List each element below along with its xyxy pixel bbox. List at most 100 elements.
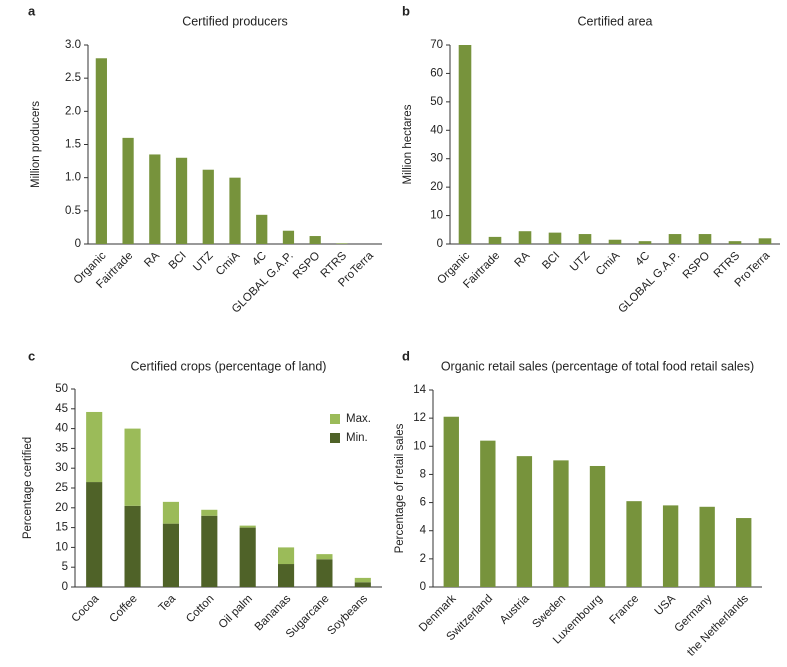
bar	[149, 154, 161, 244]
x-tick-label: RSPO	[681, 250, 713, 282]
y-tick-label: 15	[55, 522, 68, 534]
bar	[256, 214, 268, 244]
bar	[518, 231, 532, 244]
y-tick-label: 12	[413, 412, 426, 424]
y-tick-label: 20	[430, 181, 443, 193]
y-axis-label: Million producers	[30, 101, 42, 188]
bar	[553, 460, 569, 587]
bar	[336, 243, 348, 244]
bar-segment	[201, 515, 218, 587]
y-axis-label: Million hectares	[402, 104, 414, 184]
y-tick-label: 0.5	[65, 205, 81, 217]
x-tick-label: Cotton	[184, 593, 216, 625]
y-tick-label: 1.5	[65, 139, 81, 151]
bar	[229, 177, 241, 244]
x-tick-label: RA	[142, 250, 162, 270]
y-tick-label: 50	[430, 96, 443, 108]
bar-segment	[316, 554, 333, 560]
x-tick-label: Oil palm	[217, 593, 255, 631]
y-tick-label: 5	[62, 561, 68, 573]
x-tick-label: RSPO	[291, 250, 323, 282]
bar	[736, 518, 752, 587]
x-tick-label: RA	[512, 250, 532, 270]
bar	[626, 501, 642, 587]
x-tick-label: BCI	[540, 250, 562, 272]
legend-label: Min.	[346, 432, 368, 444]
y-tick-label: 2.5	[65, 72, 81, 84]
y-axis-label: Percentage of retail sales	[394, 423, 406, 553]
bar	[458, 45, 472, 244]
y-tick-label: 10	[413, 440, 426, 452]
y-tick-label: 60	[430, 67, 443, 79]
bar	[699, 506, 715, 587]
bar-segment	[86, 482, 103, 587]
chart-title: Certified area	[577, 14, 652, 28]
y-tick-label: 70	[430, 39, 443, 51]
bar	[668, 234, 682, 244]
bar	[516, 456, 533, 587]
y-tick-label: 0	[75, 238, 81, 250]
x-tick-label: CmiA	[594, 250, 623, 279]
y-tick-label: 40	[55, 423, 68, 435]
panel-letter: c	[28, 348, 35, 363]
bar-segment	[124, 505, 141, 587]
y-tick-label: 50	[55, 383, 68, 395]
bar	[698, 234, 712, 244]
legend-label: Max.	[346, 413, 371, 425]
panel-letter: d	[402, 348, 410, 363]
bar	[578, 234, 592, 244]
x-tick-label: Austria	[498, 592, 532, 626]
bar-segment	[124, 428, 141, 506]
bar	[95, 58, 107, 245]
bar-segment	[239, 525, 256, 528]
bar	[443, 416, 459, 587]
y-tick-label: 0	[420, 581, 426, 593]
bar	[309, 236, 321, 244]
bar	[282, 230, 295, 244]
bar	[548, 232, 562, 244]
chart-title: Certified producers	[182, 14, 288, 28]
x-tick-label: Cocoa	[69, 592, 101, 624]
bar	[758, 238, 772, 244]
bar-segment	[354, 577, 371, 583]
legend-swatch	[330, 433, 340, 443]
bar	[202, 169, 214, 244]
y-tick-label: 0	[437, 238, 443, 250]
y-tick-label: 1.0	[65, 172, 81, 184]
panel-letter: b	[402, 3, 410, 18]
bar	[480, 440, 496, 587]
y-tick-label: 20	[55, 502, 68, 514]
x-tick-label: 4C	[633, 250, 652, 269]
chart-title: Certified crops (percentage of land)	[131, 359, 327, 373]
bar	[728, 241, 742, 244]
x-tick-label: UTZ	[191, 250, 215, 274]
y-tick-label: 2	[420, 553, 426, 565]
bar-segment	[86, 411, 103, 483]
bar-segment	[278, 547, 295, 565]
y-tick-label: 25	[55, 482, 68, 494]
y-tick-label: 4	[420, 525, 427, 537]
x-tick-label: UTZ	[568, 250, 592, 274]
bar-segment	[316, 559, 333, 587]
x-tick-label: BCI	[167, 250, 189, 272]
y-tick-label: 2.0	[65, 105, 81, 117]
x-tick-label: CmiA	[214, 250, 243, 279]
y-tick-label: 45	[55, 403, 68, 415]
legend-swatch	[330, 414, 340, 424]
chart-title: Organic retail sales (percentage of tota…	[441, 359, 754, 373]
x-tick-label: Tea	[157, 592, 179, 614]
y-tick-label: 14	[413, 384, 426, 396]
bar	[122, 137, 134, 244]
y-tick-label: 35	[55, 442, 68, 454]
x-tick-label: Coffee	[108, 593, 140, 625]
y-tick-label: 6	[420, 497, 426, 509]
bar	[175, 157, 188, 244]
y-tick-label: 8	[420, 468, 426, 480]
x-tick-label: Soybeans	[325, 593, 370, 638]
x-tick-label: Sweden	[530, 593, 568, 631]
y-tick-label: 40	[430, 124, 443, 136]
bar	[662, 505, 679, 587]
x-tick-label: France	[608, 593, 642, 627]
x-tick-label: 4C	[250, 250, 269, 269]
panel-letter: a	[28, 3, 36, 18]
